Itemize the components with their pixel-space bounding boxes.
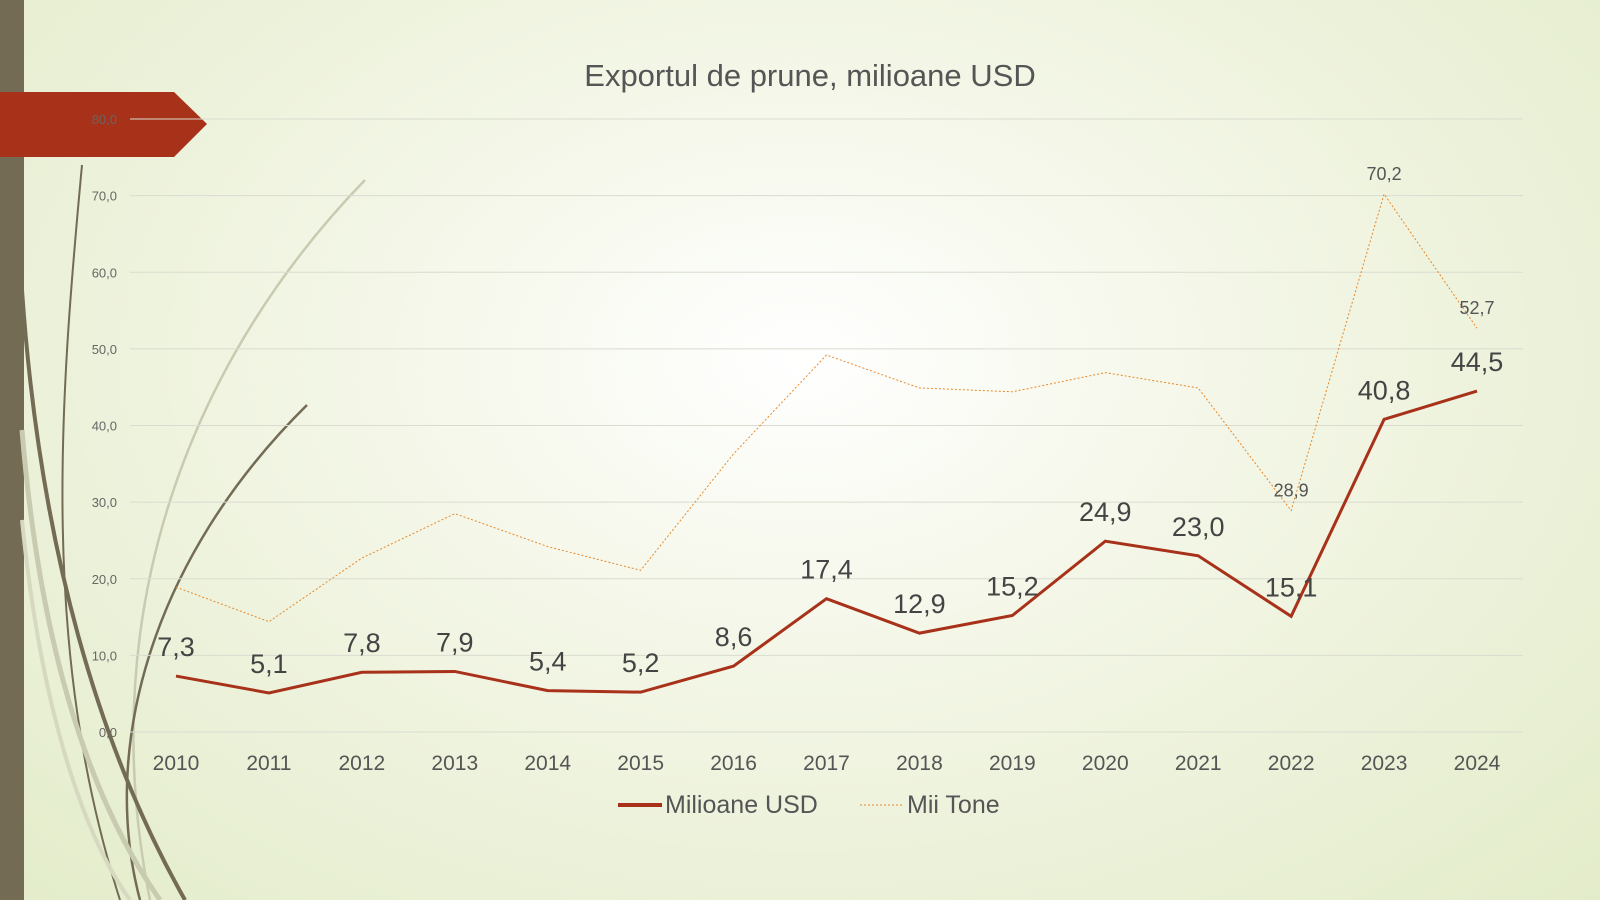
data-label: 5,2: [622, 648, 660, 678]
x-tick-label: 2011: [246, 752, 291, 775]
series-line-milioane-usd: [175, 389, 1478, 695]
x-tick-label: 2022: [1268, 752, 1315, 775]
data-label: 7,8: [343, 628, 381, 658]
data-label: 15,2: [986, 572, 1039, 602]
decorative-curve: [125, 404, 308, 900]
x-tick-label: 2016: [710, 752, 757, 775]
y-tick-label: 60,0: [92, 265, 117, 280]
decorative-curve: [20, 519, 132, 900]
data-label: 15,1: [1265, 572, 1318, 602]
data-label: 24,9: [1079, 497, 1132, 527]
y-tick-label: 10,0: [92, 648, 117, 663]
decorative-curve: [20, 289, 187, 900]
data-label: 28,9: [1274, 481, 1309, 501]
x-tick-label: 2015: [617, 752, 664, 775]
data-label: 70,2: [1367, 164, 1402, 184]
x-tick-label: 2024: [1454, 752, 1501, 775]
x-tick-label: 2012: [338, 752, 385, 775]
x-tick-label: 2023: [1361, 752, 1408, 775]
x-tick-label: 2017: [803, 752, 850, 775]
data-label: 7,9: [436, 627, 474, 657]
x-tick-label: 2021: [1175, 752, 1222, 775]
y-tick-label: 50,0: [92, 342, 117, 357]
data-label: 5,4: [529, 647, 567, 677]
x-tick-label: 2014: [524, 752, 571, 775]
y-tick-label: 20,0: [92, 572, 117, 587]
y-tick-label: 70,0: [92, 189, 117, 204]
x-tick-label: 2019: [989, 752, 1036, 775]
data-label: 12,9: [893, 589, 946, 619]
x-tick-label: 2018: [896, 752, 943, 775]
y-tick-label: 80,0: [92, 112, 117, 127]
decorative-curve: [61, 164, 121, 900]
series-line-mii-tone: [175, 192, 1478, 623]
data-label: 40,8: [1358, 375, 1411, 405]
x-tick-label: 2010: [153, 752, 200, 775]
title-banner: [0, 92, 207, 157]
y-tick-label: 30,0: [92, 495, 117, 510]
data-label: 23,0: [1172, 512, 1225, 542]
chart-title: Exportul de prune, milioane USD: [584, 58, 1036, 93]
data-label: 17,4: [800, 555, 853, 585]
y-tick-label: 0,0: [99, 725, 117, 740]
data-label: 52,7: [1459, 298, 1494, 318]
decorative-curve: [19, 429, 163, 900]
x-tick-label: 2020: [1082, 752, 1129, 775]
decorative-curve: [132, 179, 366, 900]
data-label: 44,5: [1451, 347, 1504, 377]
x-tick-label: 2013: [431, 752, 478, 775]
legend-label: Milioane USD: [665, 791, 818, 819]
y-tick-label: 40,0: [92, 419, 117, 434]
data-label: 8,6: [715, 622, 753, 652]
data-label: 5,1: [250, 649, 288, 679]
data-label: 7,3: [157, 632, 195, 662]
legend-label: Mii Tone: [907, 791, 1000, 819]
